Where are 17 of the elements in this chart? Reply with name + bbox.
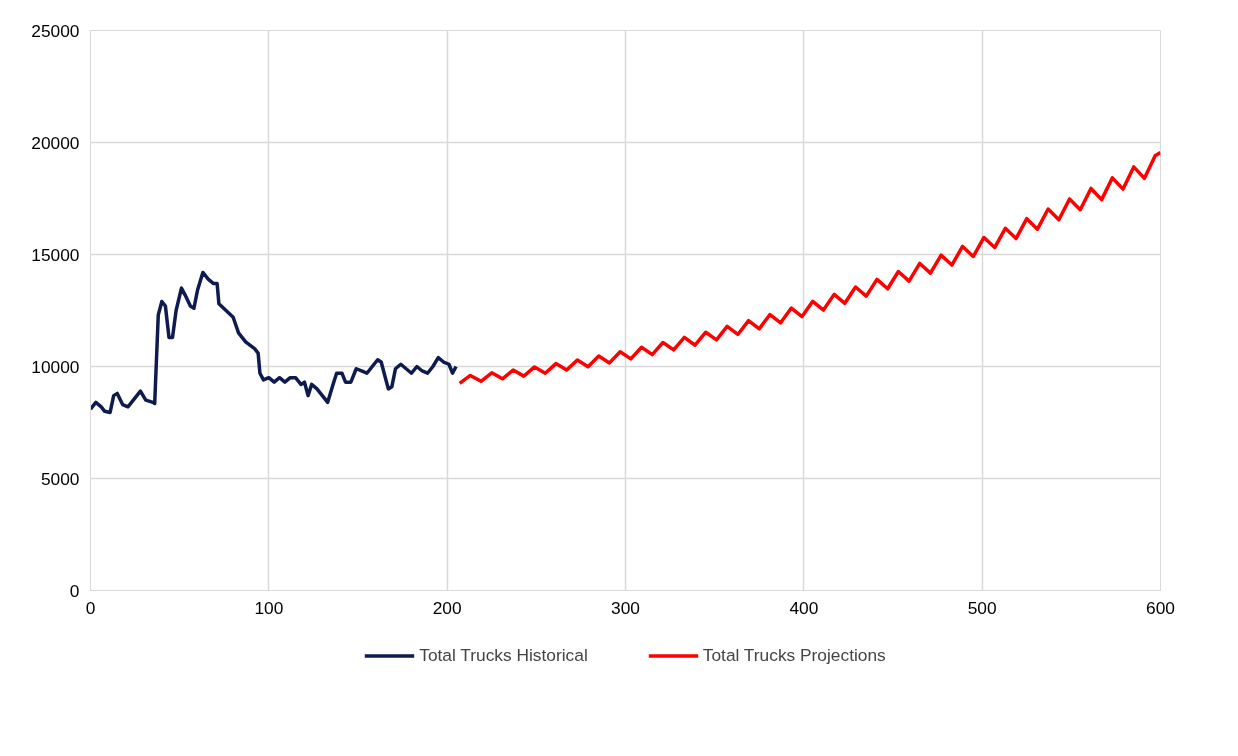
x-tick-label: 0 — [85, 597, 96, 618]
x-tick-label: 400 — [789, 597, 819, 618]
legend-label: Total Trucks Historical — [419, 644, 588, 666]
y-tick-label: 5000 — [40, 468, 80, 489]
y-tick-label: 20000 — [31, 132, 80, 153]
y-tick-label: 0 — [69, 580, 80, 601]
line-series — [90, 270, 458, 415]
line-series — [457, 150, 1161, 386]
y-tick-label: 25000 — [31, 20, 80, 41]
x-tick-label: 600 — [1146, 597, 1175, 618]
y-tick-label: 15000 — [31, 244, 80, 265]
x-tick-label: 100 — [254, 597, 284, 618]
y-tick-label: 10000 — [31, 356, 80, 377]
legend-label: Total Trucks Projections — [702, 644, 886, 666]
x-tick-label: 500 — [967, 597, 997, 618]
x-tick-label: 200 — [432, 597, 462, 618]
x-tick-label: 300 — [611, 597, 640, 618]
